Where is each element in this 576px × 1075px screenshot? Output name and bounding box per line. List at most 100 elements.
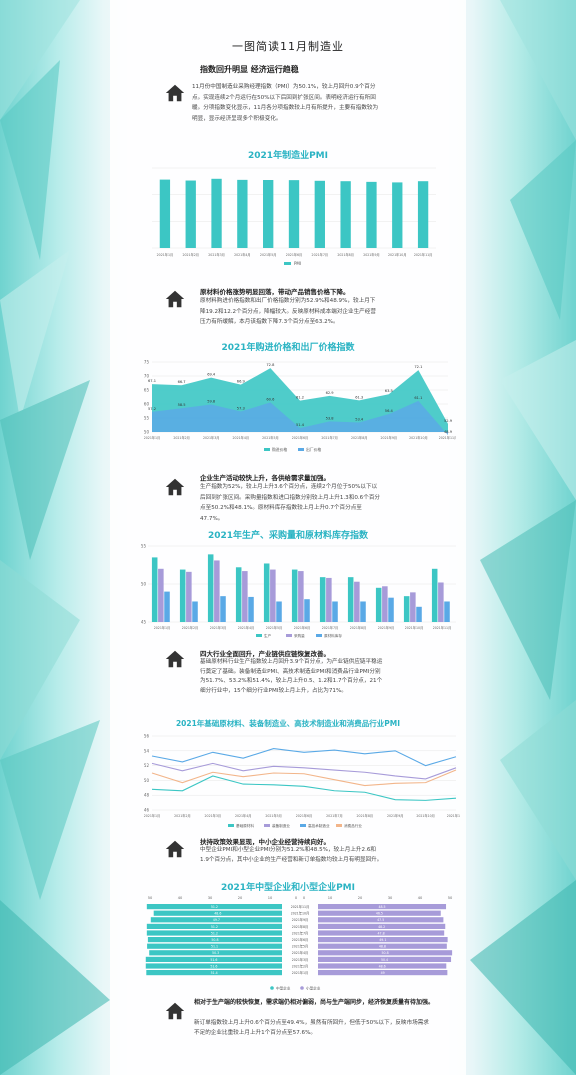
data-label: 63.5 bbox=[385, 389, 393, 393]
tick-label: 2021年5月 bbox=[260, 252, 277, 257]
y-tick-label: 50 bbox=[144, 430, 150, 435]
y-tick-label: 52 bbox=[144, 763, 150, 768]
bar bbox=[332, 601, 338, 622]
chart-production: 45 50 55 2021年1月 2021年2月 2021年3月 2021年4月 2021年5… bbox=[141, 544, 456, 638]
chart-price-index: 50 55 60 65 70 75 67.1 66.7 69.4 66.9 72.8 61.2 62.9… bbox=[144, 360, 456, 453]
chart-industry-pmi: 46 48 50 52 54 56 2021年1月 2021年2月 2021年3月 2021年4月… bbox=[144, 734, 460, 829]
data-label: 50.3 bbox=[212, 951, 219, 955]
section-heading-3: 企业生产活动较快上升，各供给需求量加强。 bbox=[200, 474, 330, 482]
legend-swatch bbox=[284, 262, 291, 265]
bar bbox=[304, 599, 310, 622]
bar bbox=[276, 601, 282, 622]
bar bbox=[192, 601, 198, 622]
data-label: 51.1 bbox=[211, 945, 218, 949]
data-label: 49 bbox=[381, 971, 385, 975]
tick-label: 2021年5月 bbox=[262, 435, 279, 440]
legend-swatch bbox=[264, 448, 270, 451]
section-text-5: 中型企业PMI和小型企业PMI分别为51.2%和48.5%，较上月上升2.6和1… bbox=[200, 847, 383, 863]
tick-label: 2021年9月 bbox=[387, 813, 404, 818]
bar bbox=[366, 181, 377, 248]
tick-label: 2021年7月 bbox=[312, 252, 329, 257]
bar bbox=[211, 178, 222, 248]
category-label: 2021年9月 bbox=[292, 917, 309, 922]
tick-label: 2021年6月 bbox=[294, 625, 311, 630]
legend-swatch bbox=[286, 634, 292, 637]
section-text-2: 原材料购进价格指数和出厂价格指数分别为52.9%和48.9%，较上月下降19.2… bbox=[200, 298, 376, 325]
content-panel bbox=[110, 0, 466, 1075]
data-label: 51.6 bbox=[210, 958, 217, 962]
bar bbox=[242, 571, 248, 622]
tick-label: 2021年3月 bbox=[208, 252, 225, 257]
bar bbox=[237, 179, 248, 248]
legend-swatch bbox=[228, 824, 234, 827]
legend-label: 高技术制造业 bbox=[308, 823, 330, 828]
section-text-4: 基础原材料行业生产指数较上月回升3.9个百分点，为产业链供应链平稳运行奠定了基础… bbox=[200, 659, 383, 694]
x-tick-label: 40 bbox=[418, 896, 423, 900]
bar bbox=[298, 571, 304, 622]
chart-title-5: 2021年中型企业和小型企业PMI bbox=[221, 883, 355, 893]
category-label: 2021年6月 bbox=[292, 937, 309, 942]
data-label: 66.7 bbox=[178, 380, 186, 384]
legend-swatch bbox=[316, 634, 322, 637]
bar bbox=[318, 910, 441, 916]
category-label: 2021年1月 bbox=[292, 970, 309, 975]
legend-label: 购进价格 bbox=[272, 447, 287, 452]
bar bbox=[149, 950, 282, 956]
data-label: 51.2 bbox=[211, 925, 218, 929]
legend-swatch bbox=[264, 824, 270, 827]
x-tick-label: 50 bbox=[148, 896, 153, 900]
data-label: 53.4 bbox=[355, 417, 364, 421]
legend-swatch bbox=[300, 824, 306, 827]
section-text-3: 生产指数为52%，较上月上升3.6个百分点，连续2个月位于50%以下以后回到扩张… bbox=[200, 484, 381, 522]
data-label: 56.4 bbox=[385, 409, 394, 413]
tick-label: 2021年2月 bbox=[174, 813, 191, 818]
data-label: 50.8 bbox=[382, 951, 389, 955]
data-label: 46.5 bbox=[376, 912, 383, 916]
bar bbox=[314, 180, 325, 248]
legend-label: 生产 bbox=[264, 633, 272, 638]
bar bbox=[235, 567, 242, 622]
y-tick-label: 65 bbox=[144, 388, 150, 393]
y-tick-label: 60 bbox=[144, 402, 150, 407]
tick-label: 2021年9月 bbox=[381, 435, 398, 440]
bar bbox=[417, 181, 429, 248]
bar bbox=[263, 180, 274, 248]
chart-pmi: 2021年1月 2021年2月 2021年3月 2021年4月 2021年5月 2021年… bbox=[152, 167, 436, 266]
data-label: 51.4 bbox=[296, 423, 305, 427]
y-tick-label: 55 bbox=[144, 416, 150, 421]
data-label: 48.9 bbox=[444, 430, 453, 434]
legend-swatch bbox=[298, 448, 304, 451]
tick-label: 2021年3月 bbox=[210, 625, 227, 630]
tick-label: 2021年8月 bbox=[337, 252, 354, 257]
data-label: 48.6 bbox=[214, 912, 221, 916]
y-tick-label: 45 bbox=[141, 620, 147, 625]
category-label: 2021年2月 bbox=[292, 963, 309, 968]
bar bbox=[438, 582, 444, 622]
bar bbox=[158, 568, 164, 622]
x-tick-label: 0 bbox=[295, 896, 298, 900]
category-label: 2021年10月 bbox=[291, 911, 310, 916]
tick-label: 2021年10月 bbox=[388, 252, 407, 257]
bar bbox=[318, 963, 447, 969]
bar bbox=[248, 596, 254, 622]
bar bbox=[360, 601, 366, 622]
tick-label: 2021年6月 bbox=[286, 252, 303, 257]
bar bbox=[288, 180, 300, 248]
bar bbox=[354, 581, 360, 622]
bar bbox=[392, 182, 403, 248]
legend-swatch bbox=[336, 824, 342, 827]
line-series bbox=[151, 769, 457, 787]
x-tick-label: 10 bbox=[268, 896, 273, 900]
legend-swatch bbox=[270, 986, 274, 990]
tick-label: 2021年10月 bbox=[409, 435, 428, 440]
bar bbox=[382, 586, 388, 622]
data-label: 51.2 bbox=[211, 905, 218, 909]
x-tick-label: 50 bbox=[448, 896, 453, 900]
chart-title-4: 2021年基础原材料、装备制造业、高技术制造业和消费品行业PMI bbox=[175, 719, 401, 728]
x-tick-label: 40 bbox=[178, 896, 183, 900]
tick-label: 2021年4月 bbox=[235, 813, 252, 818]
bar bbox=[431, 568, 438, 622]
data-label: 58.5 bbox=[178, 403, 186, 407]
data-label: 66.9 bbox=[237, 380, 246, 384]
